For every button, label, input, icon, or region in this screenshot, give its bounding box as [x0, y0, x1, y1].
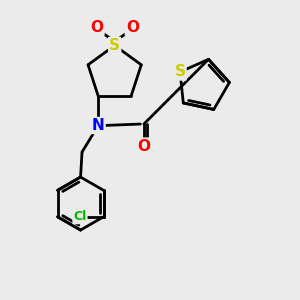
Text: O: O: [137, 139, 150, 154]
Text: O: O: [126, 20, 139, 35]
Text: O: O: [91, 20, 103, 35]
Text: S: S: [109, 38, 120, 53]
Text: S: S: [175, 64, 186, 80]
Text: Cl: Cl: [73, 210, 87, 223]
Text: N: N: [92, 118, 105, 133]
